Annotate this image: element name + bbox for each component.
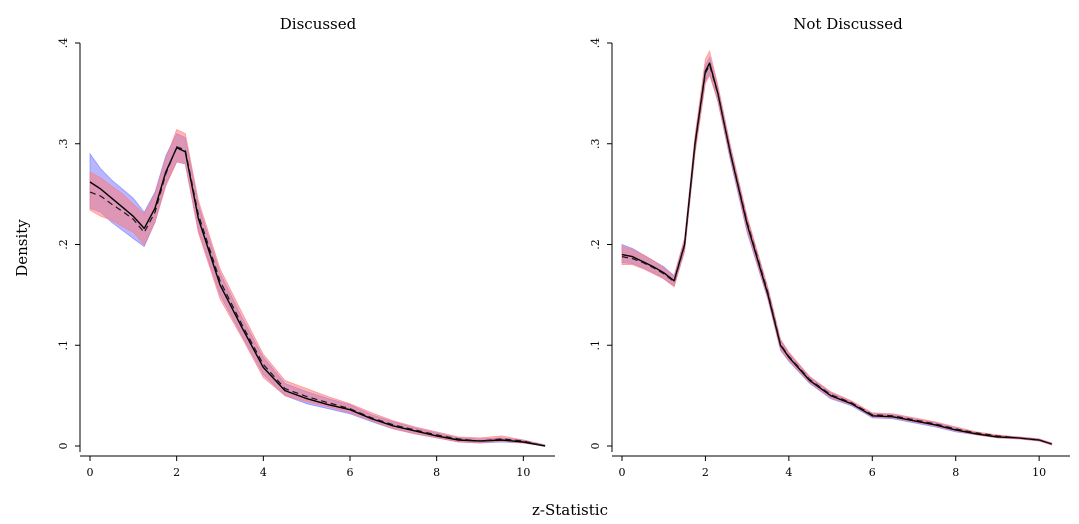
- y-tick-label: .4: [57, 38, 70, 49]
- confidence-band-blue: [621, 56, 1053, 446]
- x-tick-label: 6: [869, 466, 876, 479]
- y-tick-label: 0: [589, 443, 602, 450]
- y-tick-label: .3: [589, 139, 602, 150]
- density-line-solid: [621, 62, 1052, 445]
- axes: 0 .1 .2 .3 .4 0 2 4 6 8 10: [589, 38, 1070, 479]
- density-lines: [89, 146, 546, 447]
- y-tick-label: .2: [57, 239, 70, 250]
- panel-title-not-discussed: Not Discussed: [793, 15, 903, 33]
- y-tick-label: .1: [589, 340, 602, 351]
- panel-not-discussed: Not Discussed 0 .1 .2 .3 .4 0 2 4 6 8 10: [589, 15, 1070, 479]
- x-tick-label: 2: [173, 466, 180, 479]
- x-tick-label: 4: [785, 466, 792, 479]
- x-tick-label: 2: [702, 466, 709, 479]
- density-line-dashed: [89, 146, 546, 447]
- x-tick-label: 8: [952, 466, 959, 479]
- panel-discussed: Discussed 0 .1 .2 .3 .4 0 2 4 6 8 10: [57, 15, 555, 479]
- panel-title-discussed: Discussed: [280, 15, 357, 33]
- x-tick-label: 4: [260, 466, 267, 479]
- x-tick-label: 8: [433, 466, 440, 479]
- x-tick-label: 0: [619, 466, 626, 479]
- y-tick-label: .3: [57, 139, 70, 150]
- density-lines: [621, 62, 1052, 445]
- x-tick-label: 0: [87, 466, 94, 479]
- y-tick-label: .1: [57, 340, 70, 351]
- confidence-bands: [89, 129, 546, 447]
- axes: 0 .1 .2 .3 .4 0 2 4 6 8 10: [57, 38, 555, 479]
- confidence-band-red: [621, 49, 1053, 446]
- density-line-solid: [89, 147, 546, 447]
- y-tick-label: .2: [589, 239, 602, 250]
- x-tick-label: 6: [347, 466, 354, 479]
- x-tick-label: 10: [516, 466, 530, 479]
- y-tick-label: 0: [57, 443, 70, 450]
- density-line-dashed: [621, 64, 1052, 445]
- x-tick-label: 10: [1032, 466, 1046, 479]
- confidence-bands: [621, 49, 1053, 446]
- y-tick-label: .4: [589, 38, 602, 49]
- shared-y-axis-label: Density: [13, 219, 31, 277]
- shared-x-axis-label: z-Statistic: [532, 501, 608, 519]
- confidence-band-red: [89, 129, 546, 447]
